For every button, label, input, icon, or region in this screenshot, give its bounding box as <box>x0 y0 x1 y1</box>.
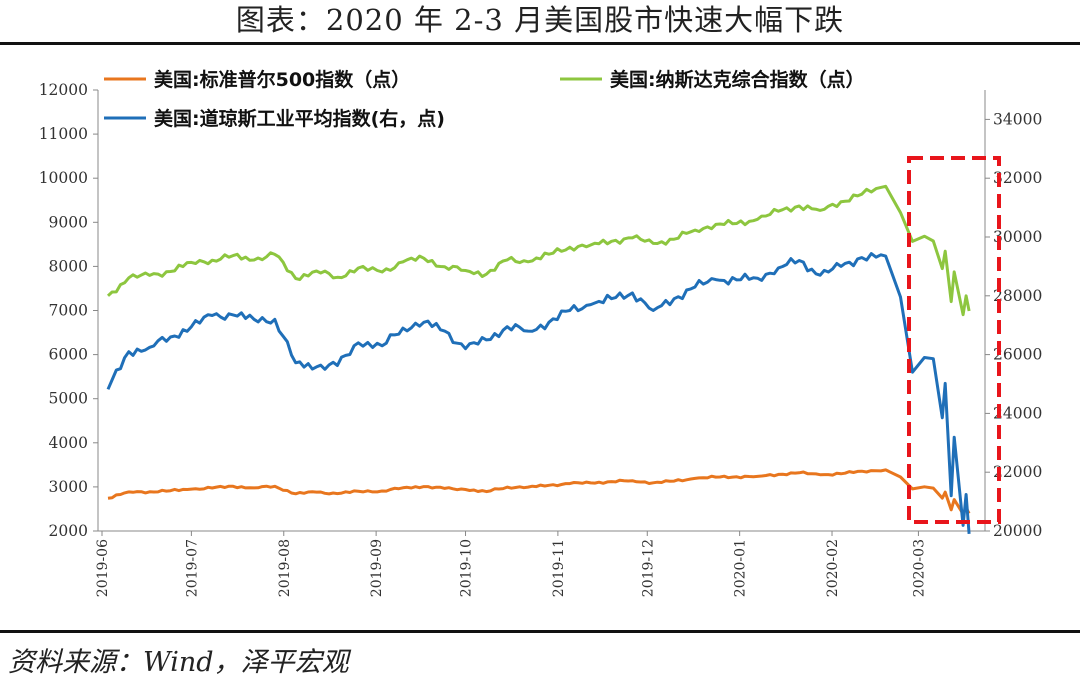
left-tick-label: 3000 <box>49 478 88 496</box>
left-tick-label: 9000 <box>49 213 88 231</box>
right-tick-label: 20000 <box>993 522 1042 540</box>
series-lines <box>106 184 971 535</box>
legend-label-1: 美国:标准普尔500指数（点） <box>154 68 410 91</box>
chart-title: 图表：2020 年 2-3 月美国股市快速大幅下跌 <box>235 3 845 37</box>
left-tick-label: 12000 <box>39 81 88 99</box>
x-tick-label: 2019-08 <box>277 539 293 597</box>
top-rule <box>0 42 1080 45</box>
right-tick-label: 22000 <box>993 463 1042 481</box>
x-tick-label: 2019-11 <box>551 539 567 597</box>
left-tick-label: 7000 <box>49 302 88 320</box>
left-tick-label: 5000 <box>49 390 88 408</box>
x-tick-label: 2020-01 <box>733 539 749 597</box>
bottom-rule <box>0 630 1080 633</box>
left-tick-label: 11000 <box>39 125 88 143</box>
left-tick-label: 10000 <box>39 169 88 187</box>
right-tick-label: 24000 <box>993 404 1042 422</box>
legend-label-2: 美国:纳斯达克综合指数（点） <box>610 68 865 91</box>
series-line-1 <box>107 468 971 516</box>
left-tick-label: 2000 <box>49 522 88 540</box>
right-tick-label: 30000 <box>993 228 1042 246</box>
legend-label-3: 美国:道琼斯工业平均指数(右，点) <box>154 107 445 130</box>
highlight-box <box>907 156 1001 524</box>
x-tick-label: 2020-03 <box>911 539 927 597</box>
right-tick-label: 28000 <box>993 287 1042 305</box>
axes: 2000 3000 4000 5000 6000 7000 8000 9000 10000 110… <box>39 81 1043 597</box>
series-line-2 <box>106 184 971 317</box>
left-tick-label: 8000 <box>49 257 88 275</box>
left-tick-label: 4000 <box>49 434 88 452</box>
line-chart: 2000 3000 4000 5000 6000 7000 8000 9000 10000 110… <box>39 68 1043 597</box>
x-tick-label: 2019-10 <box>459 539 475 597</box>
x-tick-label: 2019-06 <box>95 539 111 597</box>
legend: 美国:标准普尔500指数（点） 美国:纳斯达克综合指数（点） 美国:道琼斯工业平均指… <box>104 68 865 130</box>
x-tick-label: 2019-12 <box>640 539 656 597</box>
x-tick-label: 2019-07 <box>184 539 200 597</box>
right-tick-label: 32000 <box>993 169 1042 187</box>
x-tick-label: 2020-02 <box>825 539 841 597</box>
x-tick-label: 2019-09 <box>369 539 385 597</box>
dashed-highlight-box <box>907 156 1001 524</box>
right-tick-label: 26000 <box>993 346 1042 364</box>
left-tick-label: 6000 <box>49 346 88 364</box>
series-line-3 <box>106 252 971 535</box>
source-note: 资料来源：Wind，泽平宏观 <box>8 647 349 678</box>
right-tick-label: 34000 <box>993 110 1042 128</box>
